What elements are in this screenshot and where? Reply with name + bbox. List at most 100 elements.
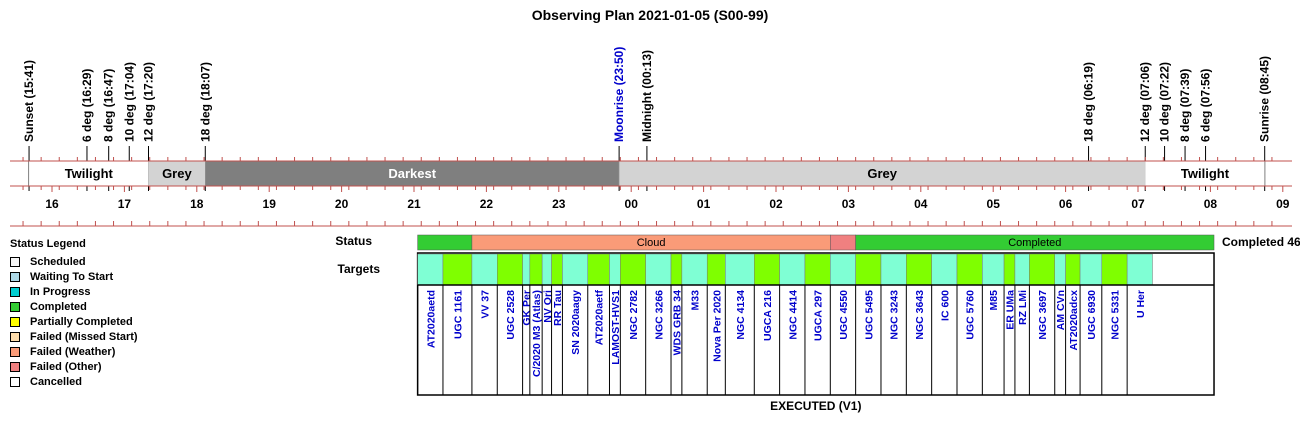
- target-name: UGCA 216: [762, 290, 774, 341]
- target-name: NGC 4414: [787, 290, 799, 340]
- target-name: NGC 2782: [628, 290, 640, 340]
- sky-band: [1145, 161, 1265, 186]
- hour-label: 17: [118, 197, 132, 211]
- event-label: 6 deg (07:56): [1199, 69, 1213, 142]
- target-name: AT2020adcx: [1068, 290, 1080, 351]
- sky-band-label: Grey: [162, 166, 192, 181]
- sky-band: [205, 160, 620, 187]
- target-name: UGC 6930: [1086, 290, 1098, 340]
- hour-label: 00: [625, 197, 639, 211]
- target-name: NGC 3266: [653, 290, 665, 340]
- event-label: 8 deg (16:47): [102, 69, 116, 142]
- event-label: 12 deg (07:06): [1138, 62, 1152, 142]
- targets-row-label: Targets: [338, 262, 381, 276]
- sky-band-label: Twilight: [1181, 166, 1230, 181]
- target-name: UGC 2528: [505, 290, 517, 340]
- target-block: [706, 253, 726, 286]
- completion-text: Completed 46%: [1222, 235, 1300, 249]
- event-label: 12 deg (17:20): [142, 62, 156, 142]
- target-name: IC 600: [939, 290, 951, 321]
- legend-item: Failed (Other): [10, 359, 200, 374]
- target-block: [1079, 253, 1103, 286]
- event-label: 10 deg (17:04): [122, 62, 136, 142]
- legend-label: Scheduled: [30, 255, 86, 268]
- legend-item: Failed (Missed Start): [10, 329, 200, 344]
- target-block: [1014, 253, 1030, 286]
- status-segment: [417, 234, 473, 251]
- sky-band-label: Grey: [867, 166, 897, 181]
- target-name: NGC 3697: [1037, 290, 1049, 340]
- legend-label: Cancelled: [30, 375, 82, 388]
- hour-label: 02: [769, 197, 783, 211]
- target-block: [681, 253, 708, 286]
- target-name: AT2020aetf: [594, 289, 606, 345]
- sky-band: [29, 161, 149, 186]
- target-block: [855, 253, 882, 286]
- legend-item: Partially Completed: [10, 314, 200, 329]
- target-block: [1101, 253, 1128, 286]
- legend-item: Failed (Weather): [10, 344, 200, 359]
- hour-label: 06: [1059, 197, 1073, 211]
- target-block: [1003, 253, 1016, 286]
- target-name: M85: [988, 290, 1000, 311]
- target-name: NGC 4134: [735, 290, 747, 340]
- sky-band-label: Twilight: [65, 166, 114, 181]
- target-block: [645, 253, 672, 286]
- target-block: [754, 253, 780, 286]
- target-name: SN 2020aagy: [570, 290, 582, 355]
- target-name: AT2020aetd: [425, 290, 437, 348]
- legend-label: Completed: [30, 300, 87, 313]
- target-block: [551, 253, 563, 286]
- target-block: [982, 253, 1005, 286]
- hour-label: 09: [1276, 197, 1290, 211]
- legend-label: Failed (Missed Start): [30, 330, 138, 343]
- legend-swatch: [10, 301, 20, 312]
- status-segment: [830, 234, 856, 251]
- hour-label: 19: [263, 197, 277, 211]
- target-name: LAMOST-HVS1: [610, 290, 622, 365]
- event-markers: Sunset (15:41) 6 deg (16:29) 8 deg (16:47)…: [22, 47, 1272, 191]
- legend-swatch: [10, 361, 20, 372]
- target-name: Nova Per 2020: [711, 290, 723, 362]
- target-name: NGC 3243: [889, 290, 901, 340]
- event-label: 8 deg (07:39): [1178, 69, 1192, 142]
- hour-label: 23: [552, 197, 566, 211]
- target-name: UGC 5495: [863, 290, 875, 340]
- target-block: [620, 253, 646, 286]
- target-block: [471, 253, 498, 286]
- target-name: NV Ori: [542, 290, 554, 323]
- hour-label: 21: [407, 197, 421, 211]
- status-row-label: Status: [335, 234, 372, 248]
- hour-label: 18: [190, 197, 204, 211]
- sky-band: [618, 160, 1146, 187]
- legend-label: Waiting To Start: [30, 270, 114, 283]
- target-block: [529, 253, 543, 286]
- target-name: RZ LMi: [1017, 290, 1029, 325]
- legend-label: In Progress: [30, 285, 91, 298]
- target-block: [725, 253, 755, 286]
- legend-label: Failed (Other): [30, 360, 102, 373]
- target-block: [417, 253, 444, 286]
- sky-band: [148, 160, 206, 187]
- legend-item: Waiting To Start: [10, 269, 200, 284]
- event-label: 6 deg (16:29): [80, 69, 94, 142]
- hour-label: 04: [914, 197, 928, 211]
- legend-label: Partially Completed: [30, 315, 133, 328]
- target-name: NGC 5331: [1109, 290, 1121, 340]
- hour-label: 05: [987, 197, 1001, 211]
- hour-label: 03: [842, 197, 856, 211]
- sky-band-label: Darkest: [388, 166, 436, 181]
- time-axis: 16 17 18 19 20 21 22 23 00 01 02 03 04 05 06 07 08 09: [10, 157, 1292, 227]
- legend-item: Scheduled: [10, 254, 200, 269]
- legend-swatch: [10, 286, 20, 297]
- target-block: [609, 253, 621, 286]
- target-block: [880, 253, 907, 286]
- target-name: VV 37: [480, 290, 492, 319]
- target-name: UGC 5760: [965, 290, 977, 340]
- event-label: 18 deg (18:07): [198, 62, 212, 142]
- target-name: U Her: [1135, 290, 1147, 318]
- sky-bands: Twilight Grey Darkest Grey Twilight: [29, 160, 1265, 187]
- hour-label: 01: [697, 197, 711, 211]
- hour-label: 22: [480, 197, 494, 211]
- target-name: ER UMa: [1004, 290, 1016, 330]
